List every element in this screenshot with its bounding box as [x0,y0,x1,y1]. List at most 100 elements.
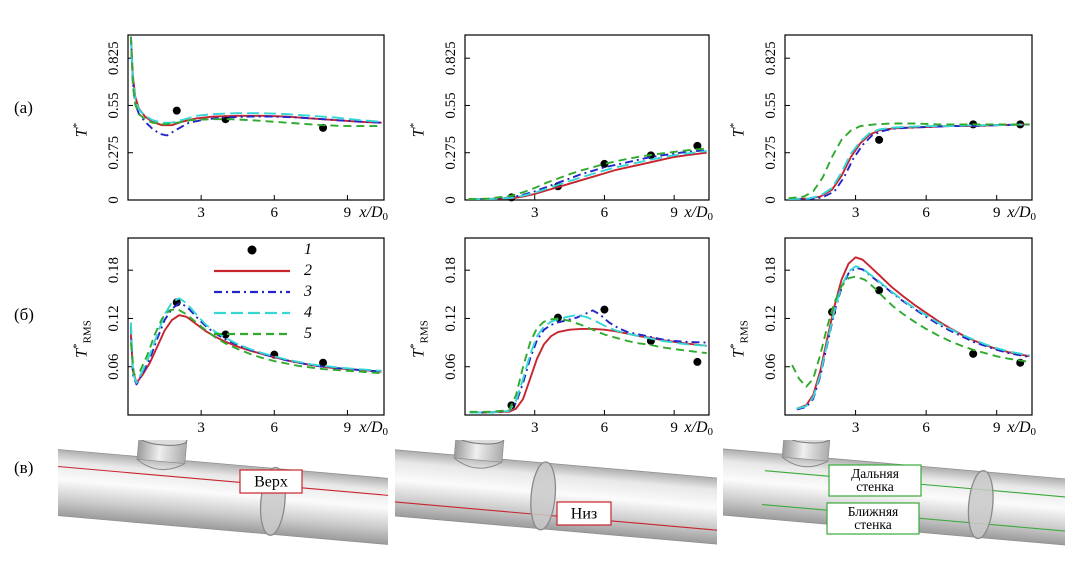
legend-item-3: 3 [212,283,312,300]
branch-junction-seam [453,457,503,469]
label-bottom: Низ [571,506,597,523]
label-top: Верх [254,474,288,491]
legend-item-4: 4 [212,304,312,321]
plot-area: 3 6 9 0.06 0.12 0.18 x/D0 [106,237,389,438]
y-axis-label: T*RMS [71,320,94,358]
svg-text:6: 6 [271,205,279,221]
solid-line-swatch [214,269,290,273]
svg-text:0.18: 0.18 [106,257,122,283]
svg-text:0.55: 0.55 [763,92,779,118]
plot-area: 3 6 9 0.06 0.12 0.18 x/D0 [443,237,714,438]
svg-text:x/D0: x/D0 [1006,204,1036,223]
chart-a1-top-temperature: T* 3 6 9 0 0.275 0.55 0.825 x/D0 [71,30,390,230]
chart-a3-walls-temperature: T* 3 6 9 0 0.275 0.55 0.825 x/D0 [728,30,1038,230]
svg-text:6: 6 [922,205,930,221]
svg-text:9: 9 [344,205,352,221]
svg-text:0.12: 0.12 [106,305,122,331]
svg-text:x/D0: x/D0 [358,419,388,438]
label-box-top [239,469,303,494]
legend-item-label: 3 [304,283,312,300]
row-label-v: (в) [14,458,34,477]
svg-text:3: 3 [852,420,860,436]
chart-a2-bottom-temperature: T* 3 6 9 0 0.275 0.55 0.825 x/D0 [408,30,715,230]
chart-b3-walls-rms: T*RMS 3 6 9 0.06 0.12 0.18 x/D0 [728,233,1038,445]
branch-pipe [781,440,831,462]
main-pipe [395,445,717,549]
svg-text:6: 6 [601,420,609,436]
chart-b2-bottom-rms: T*RMS 3 6 9 0.06 0.12 0.18 x/D0 [408,233,715,445]
svg-text:0.12: 0.12 [763,305,779,331]
experiment-dot-swatch [247,245,257,255]
legend-item-2: 2 [212,262,312,279]
row-label-a: (а) [14,98,33,117]
plot-area: 3 6 9 0 0.275 0.55 0.825 x/D0 [443,34,714,223]
branch-opening [783,440,831,444]
row-label-b: (б) [14,305,34,324]
svg-text:0: 0 [763,196,779,204]
svg-text:3: 3 [197,205,205,221]
svg-text:3: 3 [531,205,539,221]
legend: 1 2 3 4 5 [212,241,312,342]
svg-text:0: 0 [106,196,122,204]
svg-text:0.275: 0.275 [763,136,779,170]
svg-text:0.825: 0.825 [763,41,779,75]
y-axis-label: T*RMS [728,320,751,358]
chart-b1-top-rms: T*RMS 3 6 9 0.06 0.12 0.18 x/D0 [71,233,390,445]
svg-text:0.275: 0.275 [106,136,122,170]
legend-item-label: 5 [304,325,312,342]
plot-area: 3 6 9 0.06 0.12 0.18 x/D0 [763,237,1037,438]
main-pipe [58,445,388,549]
legend-item-label: 2 [304,262,312,279]
y-axis-label: T* [408,122,428,138]
y-axis-label: T*RMS [408,320,431,358]
cross-section-ring [967,470,994,540]
label-box-near-wall [826,502,920,535]
svg-text:0.55: 0.55 [443,92,459,118]
svg-text:3: 3 [197,420,205,436]
svg-text:3: 3 [531,420,539,436]
y-axis-label: T* [71,122,91,138]
svg-text:0.825: 0.825 [106,41,122,75]
label-box-bottom [556,501,612,526]
svg-text:0: 0 [443,196,459,204]
svg-text:0.55: 0.55 [106,92,122,118]
svg-text:6: 6 [922,420,930,436]
svg-text:3: 3 [852,205,860,221]
cross-section-ring [530,461,557,531]
label-far-wall-line2: стенка [856,479,893,494]
svg-text:6: 6 [601,205,609,221]
svg-text:9: 9 [993,205,1001,221]
svg-text:x/D0: x/D0 [1006,419,1036,438]
branch-opening [455,440,505,445]
svg-text:0.12: 0.12 [443,305,459,331]
svg-text:0.06: 0.06 [106,353,122,380]
legend-item-label: 1 [304,241,312,258]
dash-dot-line-swatch [214,290,290,294]
svg-text:x/D0: x/D0 [358,204,388,223]
schematic-pipe-bottom: Низ [395,440,717,549]
svg-text:x/D0: x/D0 [683,204,713,223]
branch-junction-seam [781,456,829,468]
dash-line-swatch [214,332,290,336]
plot-area: 3 6 9 0 0.275 0.55 0.825 x/D0 [106,34,389,223]
svg-text:0.825: 0.825 [443,41,459,75]
label-near-wall-line2: стенка [854,517,891,532]
svg-text:9: 9 [670,205,678,221]
schematic-pipe-walls: Дальняя стенка Ближняя стенка [723,440,1065,550]
svg-text:9: 9 [670,420,678,436]
schematic-pipe-top: Верх [58,440,388,549]
svg-text:0.06: 0.06 [443,353,459,380]
svg-text:9: 9 [993,420,1001,436]
legend-item-5: 5 [212,325,312,342]
label-near-wall-line1: Ближняя [848,504,899,519]
legend-item-label: 4 [304,304,312,321]
legend-item-1: 1 [212,241,312,258]
svg-text:x/D0: x/D0 [683,419,713,438]
label-far-wall-line1: Дальняя [851,466,899,481]
label-box-far-wall [828,464,922,497]
long-dash-line-swatch [214,311,290,315]
branch-opening [138,440,188,446]
svg-text:6: 6 [271,420,279,436]
svg-text:0.06: 0.06 [763,353,779,380]
